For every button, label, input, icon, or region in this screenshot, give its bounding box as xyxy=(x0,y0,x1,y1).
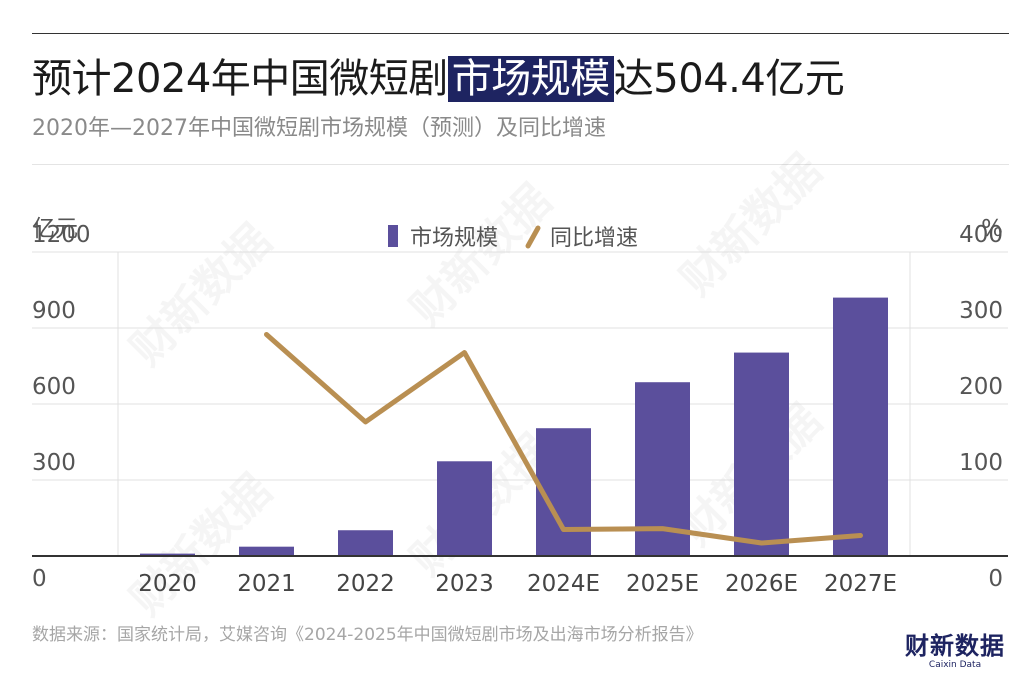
bar xyxy=(239,546,294,556)
y-left-tick-label: 300 xyxy=(32,450,76,476)
axes: 0 0 300 100 600 200 900 300 1200 400 亿元 % 2020 2021 20… xyxy=(32,216,1008,597)
legend-line-label: 同比增速 xyxy=(550,226,638,251)
logo-main: 财新数据 xyxy=(905,632,1005,660)
subtitle-rule xyxy=(32,164,1009,165)
y-right-tick-label: 400 xyxy=(959,222,1003,248)
x-tick-label: 2027E xyxy=(824,571,897,597)
title-highlight: 市场规模 xyxy=(447,56,614,102)
x-tick-label: 2026E xyxy=(725,571,798,597)
bar-series xyxy=(140,297,888,556)
x-tick-label: 2020 xyxy=(138,571,197,597)
source-note: 数据来源：国家统计局，艾媒咨询《2024-2025年中国微短剧市场及出海市场分析… xyxy=(32,625,703,645)
y-left-axis-label: 亿元 xyxy=(32,216,78,242)
top-rule xyxy=(32,33,1009,34)
y-left-tick-label: 600 xyxy=(32,374,76,400)
x-tick-label: 2022 xyxy=(336,571,395,597)
y-right-tick-label: 100 xyxy=(959,450,1003,476)
bar xyxy=(140,553,195,556)
y-right-tick-label: 0 xyxy=(988,566,1003,592)
bar xyxy=(437,461,492,556)
legend-bar-label: 市场规模 xyxy=(410,226,498,251)
x-tick-label: 2021 xyxy=(237,571,296,597)
chart-subtitle: 2020年—2027年中国微短剧市场规模（预测）及同比增速 xyxy=(32,116,606,141)
legend-bar-swatch xyxy=(388,225,398,247)
title-prefix: 预计2024年中国微短剧 xyxy=(32,56,448,102)
legend: 市场规模 同比增速 xyxy=(388,225,638,251)
y-right-tick-label: 300 xyxy=(959,298,1003,324)
title-suffix: 达504.4亿元 xyxy=(613,56,845,102)
logo-sub: Caixin Data xyxy=(928,660,982,670)
chart-title: 预计2024年中国微短剧 市场规模 达504.4亿元 xyxy=(32,52,845,106)
legend-line-swatch xyxy=(525,225,541,249)
bar xyxy=(734,352,789,556)
bar xyxy=(338,530,393,556)
caixin-data-logo: 财新数据 Caixin Data xyxy=(900,632,1010,670)
x-tick-label: 2024E xyxy=(527,571,600,597)
y-right-tick-label: 200 xyxy=(959,374,1003,400)
x-tick-label: 2025E xyxy=(626,571,699,597)
y-left-tick-label: 0 xyxy=(32,566,47,592)
y-right-axis-label: % xyxy=(981,216,1003,242)
y-left-tick-label: 1200 xyxy=(32,222,91,248)
y-left-tick-label: 900 xyxy=(32,298,76,324)
bar xyxy=(833,297,888,556)
line-series xyxy=(264,331,863,546)
x-tick-label: 2023 xyxy=(435,571,494,597)
